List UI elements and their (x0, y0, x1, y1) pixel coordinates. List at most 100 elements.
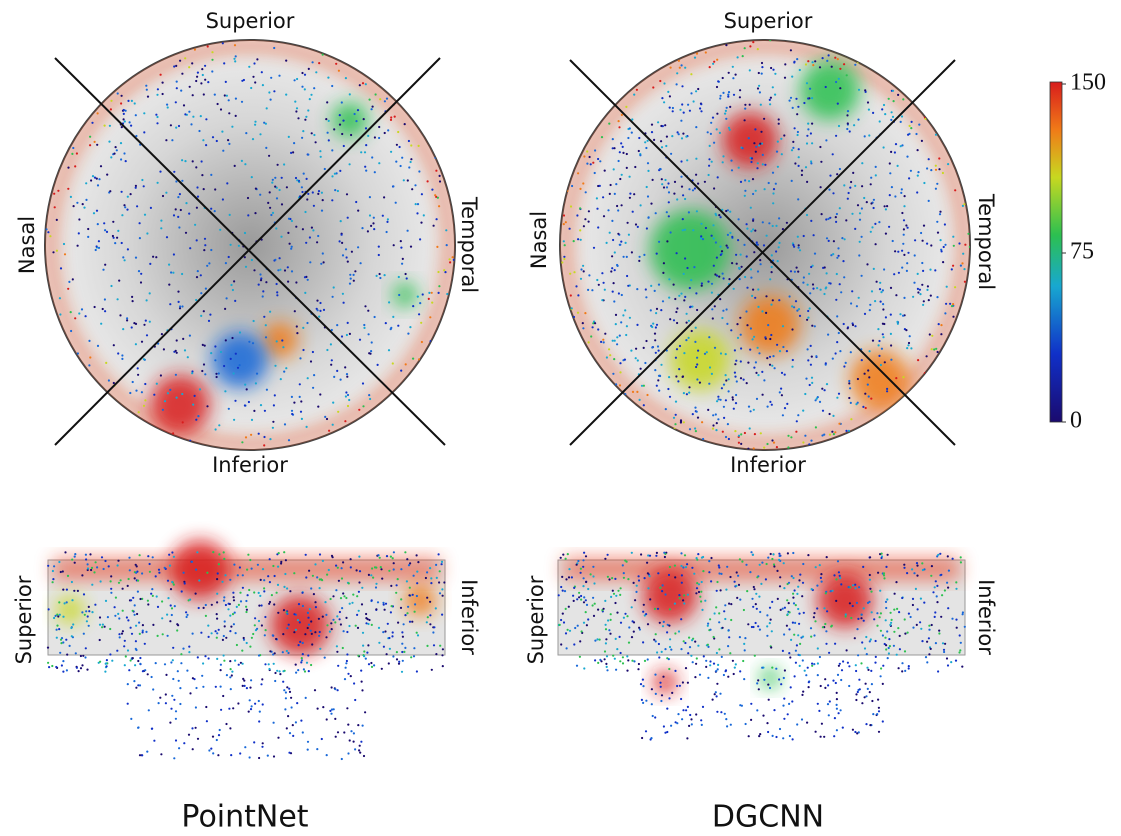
point (857, 378, 859, 380)
point (578, 596, 580, 598)
point (347, 394, 349, 396)
point (666, 631, 668, 633)
point (253, 62, 255, 64)
point (853, 124, 855, 126)
point (410, 144, 412, 146)
point (880, 301, 882, 303)
point (431, 292, 433, 294)
point (191, 372, 193, 374)
point (217, 754, 219, 756)
point (362, 725, 364, 727)
point (675, 357, 677, 359)
point (688, 320, 690, 322)
point (917, 273, 919, 275)
point (796, 267, 798, 269)
point (408, 564, 410, 566)
point (263, 579, 265, 581)
point (735, 402, 737, 404)
point (750, 703, 752, 705)
point (602, 339, 604, 341)
point (931, 348, 933, 350)
point (753, 588, 755, 590)
point (847, 662, 849, 664)
point (801, 718, 803, 720)
point (732, 77, 734, 79)
point (835, 682, 837, 684)
point (266, 389, 268, 391)
point (299, 357, 301, 359)
point (279, 269, 281, 271)
point (810, 220, 812, 222)
point (940, 574, 942, 576)
point (807, 123, 809, 125)
point (919, 293, 921, 295)
point (741, 561, 743, 563)
point (347, 405, 349, 407)
point (901, 597, 903, 599)
point (885, 644, 887, 646)
point (691, 567, 693, 569)
point (160, 753, 162, 755)
point (262, 84, 264, 86)
point (675, 414, 677, 416)
point (374, 316, 376, 318)
point (714, 612, 716, 614)
point (690, 279, 692, 281)
point (629, 176, 631, 178)
point (229, 676, 231, 678)
point (98, 178, 100, 180)
point (787, 613, 789, 615)
point (177, 291, 179, 293)
point (444, 271, 446, 273)
point (218, 553, 220, 555)
point (765, 295, 767, 297)
point (651, 131, 653, 133)
point (392, 362, 394, 364)
point (901, 115, 903, 117)
point (239, 566, 241, 568)
point (673, 284, 675, 286)
point (873, 207, 875, 209)
point (414, 611, 416, 613)
point (395, 161, 397, 163)
point (731, 169, 733, 171)
point (644, 362, 646, 364)
point (363, 118, 365, 120)
point (654, 608, 656, 610)
point (749, 104, 751, 106)
point (755, 361, 757, 363)
point (410, 246, 412, 248)
point (168, 264, 170, 266)
point (135, 625, 137, 627)
point (216, 632, 218, 634)
point (171, 695, 173, 697)
point (773, 565, 775, 567)
point (759, 629, 761, 631)
point (652, 86, 654, 88)
point (117, 230, 119, 232)
point (930, 648, 932, 650)
point (617, 590, 619, 592)
point (638, 260, 640, 262)
point (717, 396, 719, 398)
point (856, 628, 858, 630)
point (585, 581, 587, 583)
point (880, 667, 882, 669)
point (403, 623, 405, 625)
point (794, 162, 796, 164)
point (707, 625, 709, 627)
point (612, 340, 614, 342)
point (943, 649, 945, 651)
point (429, 567, 431, 569)
point (324, 168, 326, 170)
point (848, 586, 850, 588)
point (218, 424, 220, 426)
point (921, 140, 923, 142)
point (792, 552, 794, 554)
point (655, 212, 657, 214)
point (884, 637, 886, 639)
point (856, 305, 858, 307)
point (724, 113, 726, 115)
point (824, 623, 826, 625)
point (373, 217, 375, 219)
